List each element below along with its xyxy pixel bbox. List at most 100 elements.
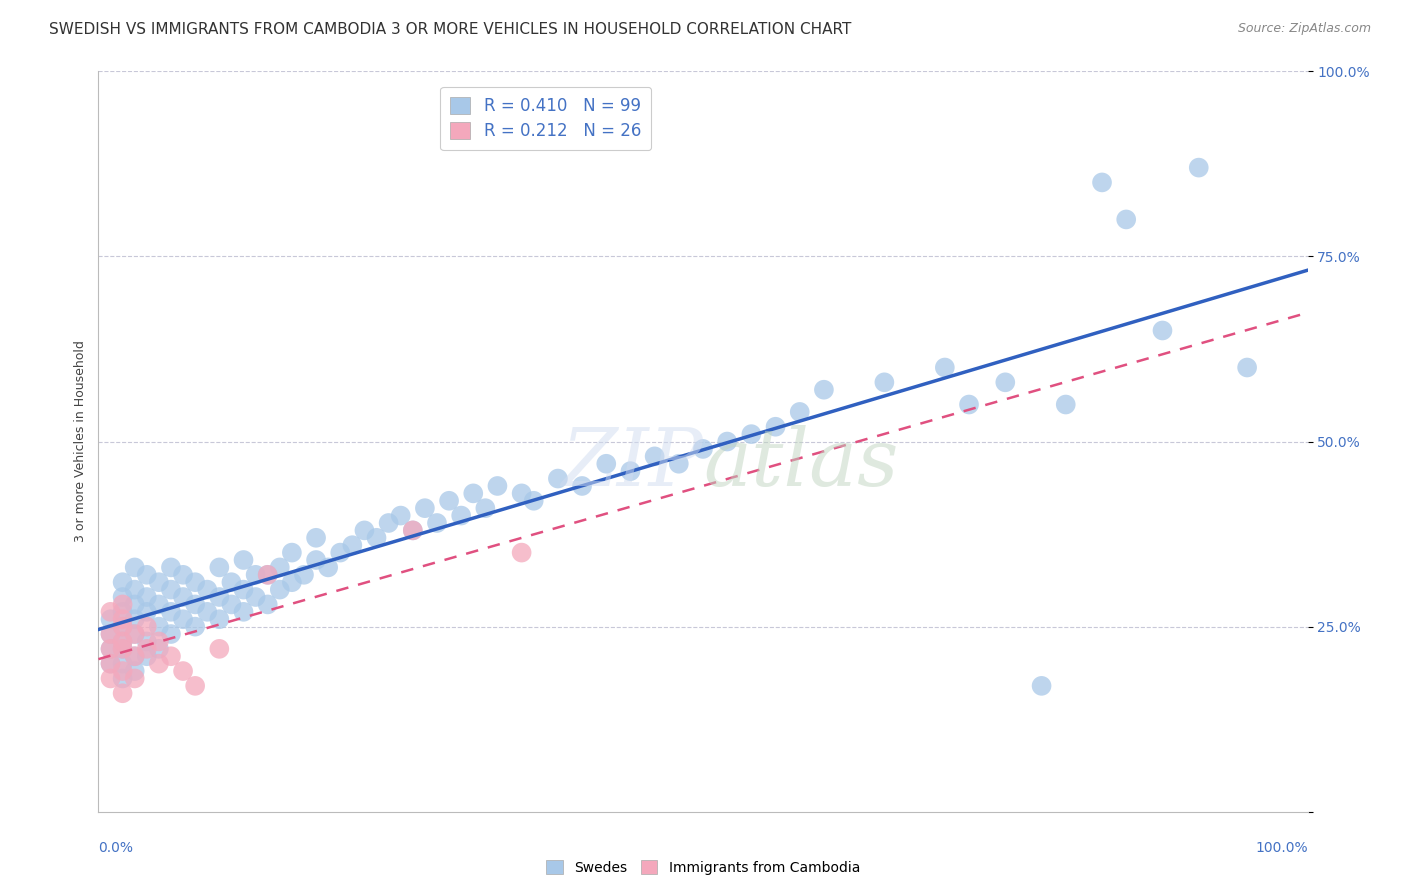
Point [486, 479, 509, 493]
Point [644, 450, 666, 464]
Point [523, 493, 546, 508]
Point [342, 538, 364, 552]
Point [124, 582, 146, 597]
Point [437, 493, 460, 508]
Point [765, 419, 787, 434]
Point [160, 560, 183, 574]
Point [934, 360, 956, 375]
Point [124, 627, 146, 641]
Point [316, 560, 339, 574]
Point [124, 560, 146, 574]
Point [269, 560, 291, 574]
Point [111, 619, 134, 633]
Point [1115, 212, 1137, 227]
Point [100, 627, 122, 641]
Point [873, 376, 896, 390]
Text: atlas: atlas [703, 425, 898, 502]
Point [377, 516, 399, 530]
Point [100, 672, 122, 686]
Point [111, 641, 134, 656]
Point [172, 664, 194, 678]
Point [450, 508, 472, 523]
Point [184, 679, 207, 693]
Point [1152, 324, 1174, 338]
Point [124, 649, 146, 664]
Point [740, 427, 762, 442]
Point [111, 590, 134, 604]
Point [547, 471, 569, 485]
Point [463, 486, 485, 500]
Point [426, 516, 449, 530]
Text: 100.0%: 100.0% [1256, 841, 1308, 855]
Point [208, 590, 231, 604]
Point [184, 598, 207, 612]
Text: ZIP: ZIP [561, 425, 703, 502]
Point [124, 664, 146, 678]
Point [269, 582, 291, 597]
Point [111, 657, 134, 671]
Point [160, 649, 183, 664]
Point [135, 567, 157, 582]
Point [111, 634, 134, 648]
Point [148, 619, 170, 633]
Point [245, 590, 267, 604]
Point [124, 598, 146, 612]
Point [1188, 161, 1211, 175]
Point [135, 590, 157, 604]
Point [281, 546, 304, 560]
Point [100, 641, 122, 656]
Point [281, 575, 304, 590]
Point [619, 464, 641, 478]
Legend: Swedes, Immigrants from Cambodia: Swedes, Immigrants from Cambodia [540, 855, 866, 880]
Point [221, 598, 243, 612]
Point [305, 553, 328, 567]
Point [111, 598, 134, 612]
Point [208, 641, 231, 656]
Point [111, 612, 134, 626]
Point [100, 657, 122, 671]
Point [692, 442, 714, 456]
Point [148, 641, 170, 656]
Point [148, 657, 170, 671]
Point [402, 524, 425, 538]
Point [148, 634, 170, 648]
Point [256, 567, 278, 582]
Point [1054, 398, 1077, 412]
Point [135, 649, 157, 664]
Point [100, 641, 122, 656]
Point [111, 641, 134, 656]
Point [221, 575, 243, 590]
Point [100, 657, 122, 671]
Point [160, 582, 183, 597]
Point [232, 553, 254, 567]
Point [389, 508, 412, 523]
Point [510, 486, 533, 500]
Point [256, 567, 278, 582]
Point [208, 560, 231, 574]
Point [160, 605, 183, 619]
Point [124, 627, 146, 641]
Point [957, 398, 980, 412]
Point [124, 649, 146, 664]
Point [100, 605, 122, 619]
Point [172, 612, 194, 626]
Legend: R = 0.410   N = 99, R = 0.212   N = 26: R = 0.410 N = 99, R = 0.212 N = 26 [440, 87, 651, 150]
Point [111, 575, 134, 590]
Point [124, 612, 146, 626]
Point [135, 619, 157, 633]
Point [124, 672, 146, 686]
Point [305, 531, 328, 545]
Point [245, 567, 267, 582]
Point [111, 605, 134, 619]
Point [232, 582, 254, 597]
Point [232, 605, 254, 619]
Point [1236, 360, 1258, 375]
Point [160, 627, 183, 641]
Point [111, 686, 134, 700]
Point [172, 567, 194, 582]
Point [111, 634, 134, 648]
Point [813, 383, 835, 397]
Point [994, 376, 1017, 390]
Point [208, 612, 231, 626]
Point [571, 479, 593, 493]
